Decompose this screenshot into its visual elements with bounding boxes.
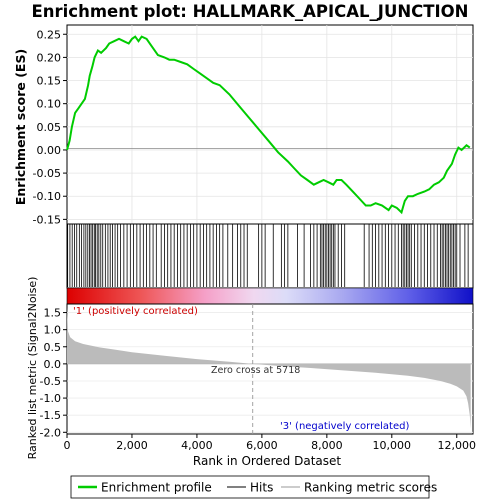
es-y-tick-label: 0.25	[37, 28, 62, 41]
metric-y-tick-label: 1.0	[44, 324, 62, 337]
metric-y-tick-label: 0.0	[44, 358, 62, 371]
es-y-tick-label: 0.20	[37, 51, 62, 64]
metric-y-tick-label: 1.5	[44, 307, 62, 320]
x-tick-label: 12,000	[438, 439, 477, 452]
es-y-tick-label: -0.05	[33, 167, 61, 180]
es-y-tick-label: 0.15	[37, 75, 62, 88]
x-tick-label: 2,000	[116, 439, 148, 452]
ranked-metric-area	[67, 307, 471, 429]
es-y-tick-label: -0.10	[33, 190, 61, 203]
legend-label-metric: Ranking metric scores	[304, 481, 437, 495]
hits-panel	[66, 223, 474, 305]
rank-color-bar	[66, 287, 474, 305]
legend-label-enrichment: Enrichment profile	[101, 481, 212, 495]
positive-correlated-label: '1' (positively correlated)	[73, 306, 198, 317]
x-tick-label: 10,000	[373, 439, 412, 452]
legend: Enrichment profile Hits Ranking metric s…	[70, 475, 437, 499]
legend-label-hits: Hits	[250, 481, 273, 495]
metric-panel: -2.0 -1.5 -1.0 -0.5 0.0 0.5 1.0 1.5 0 2,000 4,000…	[26, 277, 476, 468]
es-panel: -0.15-0.10-0.050.000.050.100.150.200.25 …	[13, 24, 474, 226]
es-panel-frame	[66, 24, 474, 225]
es-y-tick-label: -0.15	[33, 213, 61, 226]
x-tick-label: 8,000	[311, 439, 343, 452]
hits-panel-frame	[66, 223, 474, 289]
x-tick-label: 0	[64, 439, 71, 452]
metric-y-tick-label: -1.5	[40, 409, 61, 422]
metric-y-ticks: -2.0 -1.5 -1.0 -0.5 0.0 0.5 1.0 1.5	[40, 307, 67, 439]
metric-gridlines	[67, 312, 473, 433]
zero-cross-label: Zero cross at 5718	[211, 365, 300, 376]
x-tick-label: 6,000	[246, 439, 278, 452]
metric-y-tick-label: -1.0	[40, 392, 61, 405]
es-y-tick-label: 0.00	[37, 144, 62, 157]
legend-frame	[70, 475, 430, 499]
es-y-ticks: -0.15 -0.10 -0.05 0.00 0.05 0.10 0.15 0.20 0.25	[33, 28, 67, 226]
es-y-tick-label: 0.05	[37, 121, 62, 134]
metric-x-ticks: 0 2,000 4,000 6,000 8,000 10,000 12,000	[64, 434, 477, 452]
x-tick-label: 4,000	[181, 439, 213, 452]
es-y-tick-label: 0.10	[37, 98, 62, 111]
es-gridlines	[67, 25, 473, 224]
chart-title: Enrichment plot: HALLMARK_APICAL_JUNCTIO…	[31, 2, 468, 21]
metric-y-tick-label: -0.5	[40, 375, 61, 388]
es-y-axis-label: Enrichment score (ES)	[13, 49, 28, 205]
hit-marks	[67, 224, 469, 287]
enrichment-profile-line	[66, 35, 471, 215]
x-axis-label: Rank in Ordered Dataset	[193, 454, 341, 468]
metric-y-tick-label: -2.0	[40, 426, 61, 439]
metric-y-tick-label: 0.5	[44, 341, 62, 354]
negative-correlated-label: '3' (negatively correlated)	[280, 421, 409, 432]
metric-y-axis-label: Ranked list metric (Signal2Noise)	[26, 277, 39, 460]
